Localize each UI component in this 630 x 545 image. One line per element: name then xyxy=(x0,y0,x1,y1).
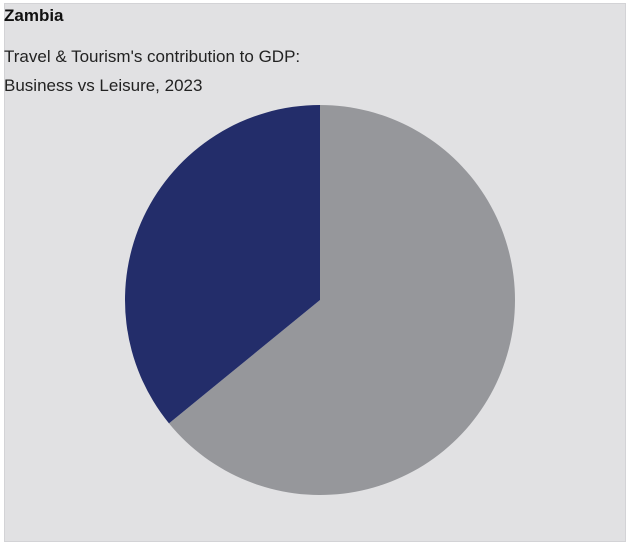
pie-slice-2 xyxy=(124,105,320,424)
chart-subtitle-line-1: Travel & Tourism's contribution to GDP: xyxy=(4,47,301,66)
pie-slice-1 xyxy=(168,105,515,496)
chart-subtitle-line-2: Business vs Leisure, 2023 xyxy=(4,76,203,95)
chart-title: Zambia xyxy=(4,6,64,25)
chart-subtitle: Travel & Tourism's contribution to GDP: … xyxy=(4,42,564,100)
